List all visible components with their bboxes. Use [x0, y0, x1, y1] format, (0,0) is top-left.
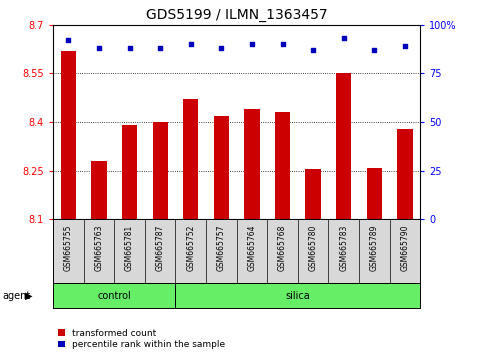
- Point: [217, 45, 225, 51]
- Point: [401, 44, 409, 49]
- Text: GSM665757: GSM665757: [217, 224, 226, 271]
- Bar: [397, 129, 412, 219]
- Text: silica: silica: [285, 291, 310, 301]
- Bar: [61, 51, 76, 219]
- Bar: [336, 73, 352, 219]
- Bar: [367, 167, 382, 219]
- Point: [156, 45, 164, 51]
- Text: GSM665787: GSM665787: [156, 224, 165, 271]
- Bar: [153, 122, 168, 219]
- Text: GSM665752: GSM665752: [186, 224, 195, 271]
- Text: GSM665755: GSM665755: [64, 224, 73, 271]
- Point: [279, 41, 286, 47]
- Point: [95, 45, 103, 51]
- Text: GSM665789: GSM665789: [370, 224, 379, 271]
- Text: ▶: ▶: [25, 291, 33, 301]
- Text: GSM665781: GSM665781: [125, 224, 134, 271]
- Text: GSM665763: GSM665763: [95, 224, 103, 271]
- Point: [248, 41, 256, 47]
- Bar: [175, 283, 420, 308]
- Legend: transformed count, percentile rank within the sample: transformed count, percentile rank withi…: [57, 329, 225, 349]
- Bar: [275, 112, 290, 219]
- Text: GSM665768: GSM665768: [278, 224, 287, 271]
- Text: GSM665783: GSM665783: [339, 224, 348, 271]
- Point: [126, 45, 133, 51]
- Bar: [53, 283, 175, 308]
- Text: GSM665790: GSM665790: [400, 224, 410, 271]
- Point: [340, 35, 348, 41]
- Text: control: control: [98, 291, 131, 301]
- Bar: [213, 116, 229, 219]
- Bar: [122, 125, 137, 219]
- Text: agent: agent: [2, 291, 30, 301]
- Point: [309, 47, 317, 53]
- Text: GSM665764: GSM665764: [247, 224, 256, 271]
- Point: [65, 38, 72, 43]
- Point: [370, 47, 378, 53]
- Text: GSM665780: GSM665780: [309, 224, 318, 271]
- Bar: [183, 99, 199, 219]
- Bar: [244, 109, 260, 219]
- Bar: [305, 169, 321, 219]
- Point: [187, 41, 195, 47]
- Bar: [91, 161, 107, 219]
- Title: GDS5199 / ILMN_1363457: GDS5199 / ILMN_1363457: [146, 8, 327, 22]
